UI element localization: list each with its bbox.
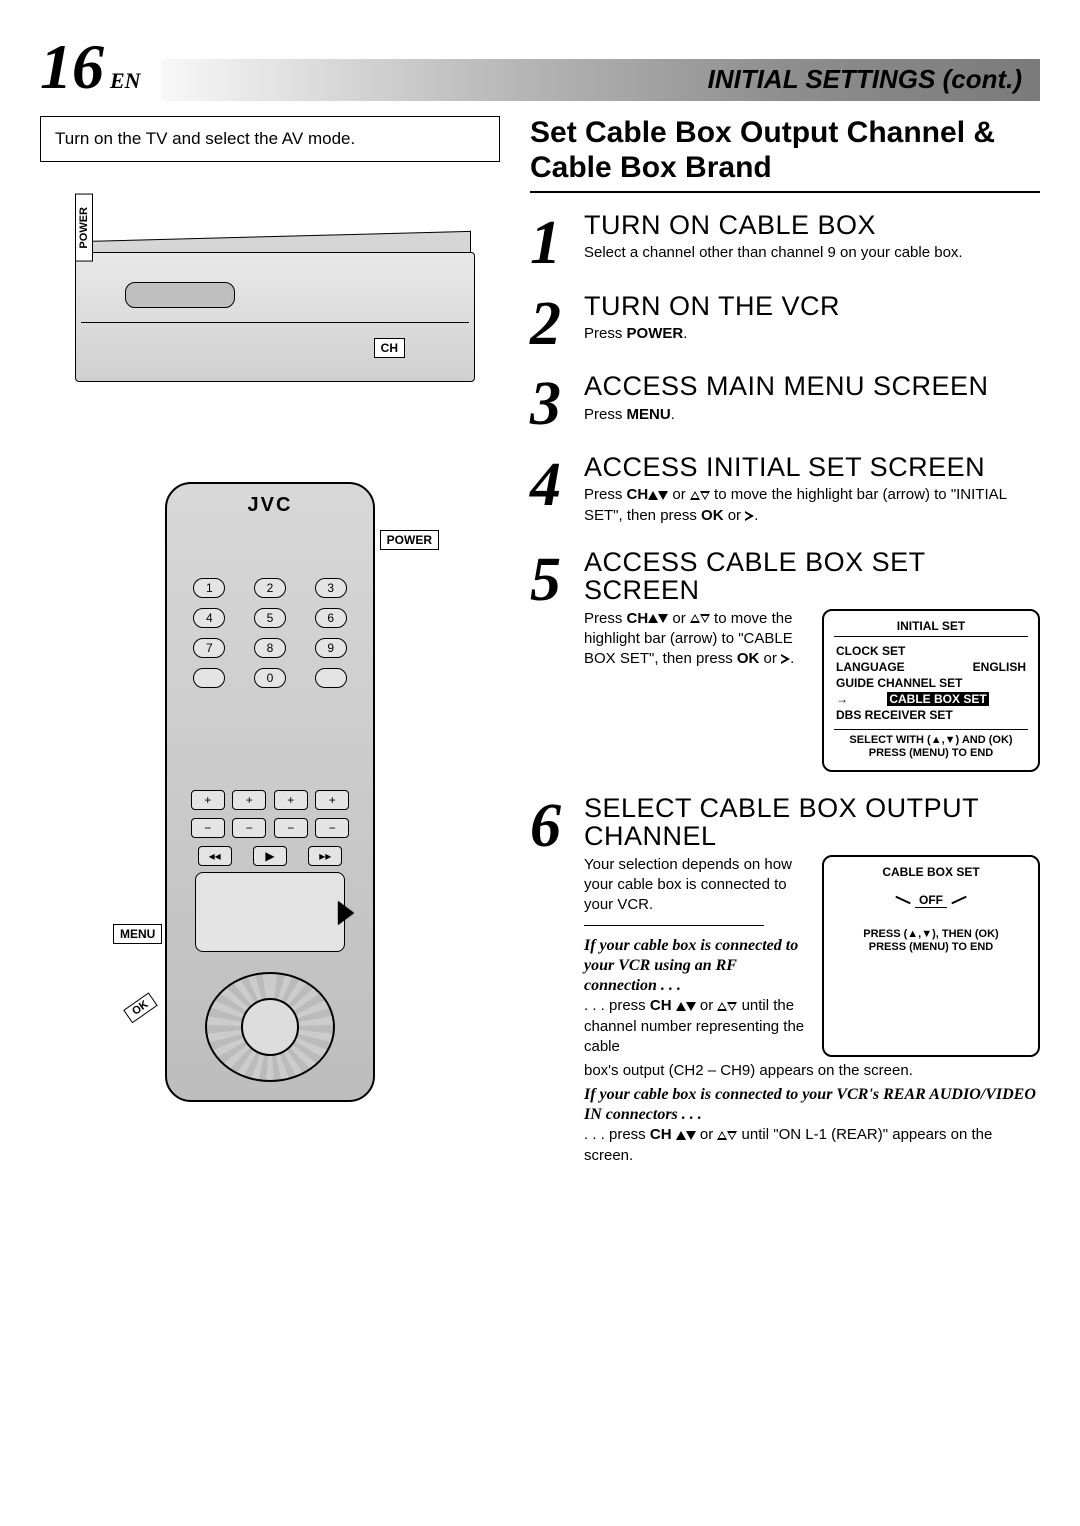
down-icon xyxy=(686,1131,696,1140)
vcr-ch-label: CH xyxy=(374,338,405,358)
divider xyxy=(584,925,764,926)
step-subheading: If your cable box is connected to your V… xyxy=(584,936,808,996)
vcr-power-label: POWER xyxy=(75,194,93,262)
step-title: ACCESS CABLE BOX SET SCREEN xyxy=(584,548,1040,605)
right-outline-icon xyxy=(745,511,754,521)
step-text: . . . press CH or until the channel numb… xyxy=(584,996,808,1057)
remote-brand: JVC xyxy=(135,494,405,517)
down-icon xyxy=(658,614,668,623)
step-number: 2 xyxy=(530,292,584,351)
key xyxy=(193,668,225,688)
down-outline-icon xyxy=(700,491,710,500)
step-text: . . . press CH or until "ON L-1 (REAR)" … xyxy=(584,1125,1040,1166)
step-1: 1 TURN ON CABLE BOX Select a channel oth… xyxy=(530,211,1040,270)
step-text: Select a channel other than channel 9 on… xyxy=(584,243,1040,263)
step-title: TURN ON THE VCR xyxy=(584,292,1040,320)
header-title-bar: INITIAL SETTINGS (cont.) xyxy=(161,59,1040,101)
up-icon xyxy=(648,491,658,500)
step-text: box's output (CH2 – CH9) appears on the … xyxy=(584,1061,1040,1081)
down-outline-icon xyxy=(700,614,710,623)
key: 6 xyxy=(315,608,347,628)
remote-menu-label: MENU xyxy=(113,924,162,944)
step-3: 3 ACCESS MAIN MENU SCREEN Press MENU. xyxy=(530,372,1040,431)
step-text: Press MENU. xyxy=(584,405,1040,425)
page-header: 16 EN INITIAL SETTINGS (cont.) xyxy=(40,30,1040,104)
right-outline-icon xyxy=(781,654,790,664)
screen-title: INITIAL SET xyxy=(834,619,1028,637)
remote-navpad xyxy=(195,872,345,952)
key: 8 xyxy=(254,638,286,658)
step-title: SELECT CABLE BOX OUTPUT CHANNEL xyxy=(584,794,1040,851)
screen-value: OFF xyxy=(915,893,947,908)
key: 2 xyxy=(254,578,286,598)
step-6: 6 SELECT CABLE BOX OUTPUT CHANNEL Your s… xyxy=(530,794,1040,1166)
step-number: 6 xyxy=(530,794,584,1166)
step-subheading: If your cable box is connected to your V… xyxy=(584,1085,1040,1125)
down-outline-icon xyxy=(727,1131,737,1140)
key: 0 xyxy=(254,668,286,688)
cable-box-set-screen: CABLE BOX SET OFF PRESS (▲,▼), THEN (OK)… xyxy=(822,855,1040,1058)
screen-title: CABLE BOX SET xyxy=(834,865,1028,879)
key xyxy=(315,668,347,688)
down-outline-icon xyxy=(727,1002,737,1011)
page-language: EN xyxy=(110,68,141,94)
step-title: ACCESS INITIAL SET SCREEN xyxy=(584,453,1040,481)
step-title: ACCESS MAIN MENU SCREEN xyxy=(584,372,1040,400)
key: 4 xyxy=(193,608,225,628)
up-icon xyxy=(648,614,658,623)
up-outline-icon xyxy=(690,614,700,623)
remote-keypad: 1 2 3 4 5 6 7 8 9 0 xyxy=(187,578,353,688)
header-title: INITIAL SETTINGS (cont.) xyxy=(708,64,1022,95)
up-outline-icon xyxy=(690,491,700,500)
step-number: 4 xyxy=(530,453,584,526)
up-icon xyxy=(676,1002,686,1011)
key: 7 xyxy=(193,638,225,658)
nav-right-icon xyxy=(340,903,354,923)
step-number: 3 xyxy=(530,372,584,431)
step-text: Press CH or to move the highlight bar (a… xyxy=(584,609,808,772)
step-number: 5 xyxy=(530,548,584,772)
step-5: 5 ACCESS CABLE BOX SET SCREEN Press CH o… xyxy=(530,548,1040,772)
page-number: 16 xyxy=(40,30,104,104)
instruction-note: Turn on the TV and select the AV mode. xyxy=(40,116,500,162)
key: 1 xyxy=(193,578,225,598)
up-outline-icon xyxy=(717,1002,727,1011)
step-text: Press CH or to move the highlight bar (a… xyxy=(584,485,1040,526)
up-icon xyxy=(676,1131,686,1140)
step-number: 1 xyxy=(530,211,584,270)
step-2: 2 TURN ON THE VCR Press POWER. xyxy=(530,292,1040,351)
up-outline-icon xyxy=(717,1131,727,1140)
step-title: TURN ON CABLE BOX xyxy=(584,211,1040,239)
remote-jog-dial xyxy=(205,972,335,1082)
down-icon xyxy=(686,1002,696,1011)
remote-illustration: JVC 1 2 3 4 5 6 7 8 9 0 ++++ −−−− ◂◂▶▸▸ … xyxy=(135,482,405,1102)
remote-power-label: POWER xyxy=(380,530,439,550)
step-intro: Your selection depends on how your cable… xyxy=(584,855,808,916)
remote-ok-label: OK xyxy=(123,993,157,1024)
key: 9 xyxy=(315,638,347,658)
key: 3 xyxy=(315,578,347,598)
step-4: 4 ACCESS INITIAL SET SCREEN Press CH or … xyxy=(530,453,1040,526)
step-text: Press POWER. xyxy=(584,324,1040,344)
key: 5 xyxy=(254,608,286,628)
down-icon xyxy=(658,491,668,500)
initial-set-screen: INITIAL SET CLOCK SET LANGUAGEENGLISH GU… xyxy=(822,609,1040,772)
section-title: Set Cable Box Output Channel & Cable Box… xyxy=(530,116,1040,193)
vcr-illustration: POWER CH xyxy=(55,202,485,402)
